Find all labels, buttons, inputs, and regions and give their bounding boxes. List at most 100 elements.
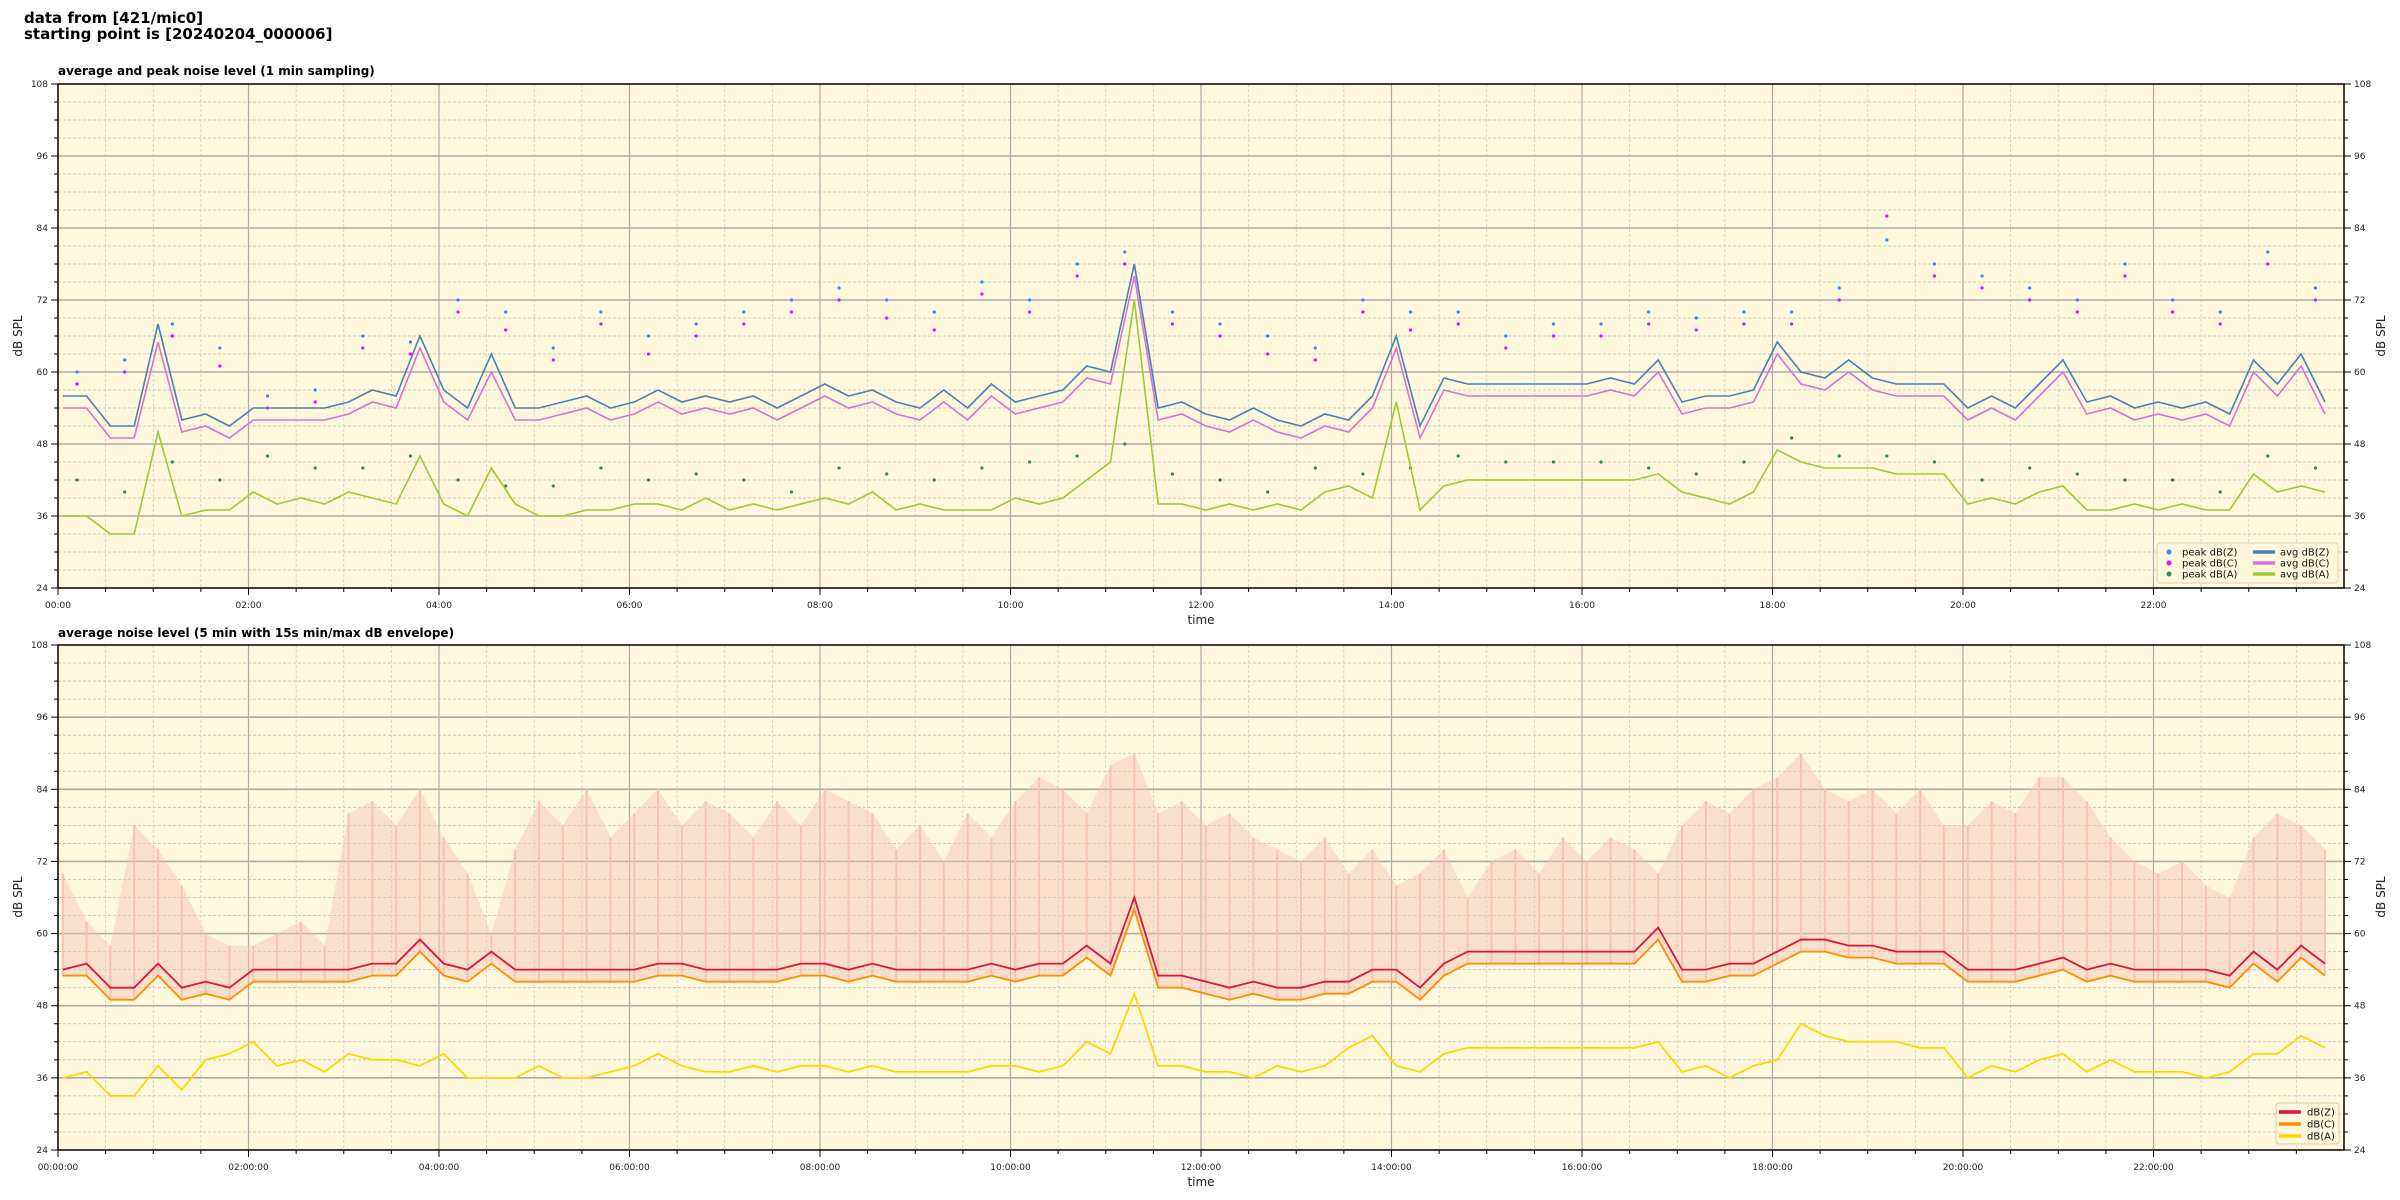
peak-point-peakdba (789, 490, 794, 494)
peak-point-peakdbz (694, 322, 698, 326)
top-x-tick-label: 04:00 (426, 601, 452, 611)
peak-point-peakdbz (742, 310, 746, 314)
bottom-y-tick-label-left: 108 (31, 641, 48, 651)
peak-point-peakdba (456, 478, 460, 482)
bottom-x-tick-label: 12:00:00 (1181, 1163, 1222, 1173)
peak-point-peakdbz (2266, 250, 2270, 254)
top-plot-area (57, 83, 2345, 589)
peak-point-peakdbz (2075, 298, 2079, 302)
peak-point-peakdbz (170, 322, 174, 326)
peak-point-peakdba (504, 484, 508, 488)
bottom-y-tick-label-left: 60 (37, 930, 49, 940)
peak-point-peakdbc (313, 400, 317, 404)
peak-point-peakdba (980, 466, 984, 470)
peak-point-peakdbz (1266, 334, 1270, 338)
peak-point-peakdba (2218, 490, 2222, 494)
peak-point-peakdba (1742, 460, 1746, 464)
top-y-tick-label-left: 48 (37, 440, 49, 450)
peak-point-peakdbc (1456, 322, 1460, 326)
peak-point-peakdbc (980, 292, 984, 296)
top-y-tick-label-left: 96 (37, 152, 49, 162)
top-x-tick-label: 16:00 (1569, 601, 1595, 611)
top-x-tick-label: 20:00 (1950, 601, 1976, 611)
bottom-y-tick-label-right: 108 (2354, 641, 2371, 651)
peak-point-peakdba (1456, 454, 1460, 458)
peak-point-peakdba (1170, 472, 1175, 476)
peak-point-peakdbc (1361, 310, 1365, 314)
peak-point-peakdba (1313, 466, 1317, 470)
bottom-chart: average noise level (5 min with 15s min/… (11, 626, 2388, 1189)
legend-label: avg dB(C) (2280, 559, 2330, 570)
bottom-y-tick-label-right: 48 (2354, 1002, 2366, 1012)
bottom-y-tick-label-left: 72 (37, 857, 48, 867)
top-x-tick-label: 12:00 (1188, 601, 1214, 611)
legend-marker-peakdbc (2166, 560, 2172, 566)
peak-point-peakdba (2123, 478, 2127, 482)
peak-point-peakdbc (1551, 334, 1556, 338)
top-y-tick-label-right: 84 (2354, 224, 2366, 234)
peak-point-peakdbc (2218, 322, 2222, 326)
peak-point-peakdbz (1218, 322, 1222, 326)
legend-label: peak dB(C) (2182, 559, 2238, 570)
peak-point-peakdbc (646, 352, 651, 356)
peak-point-peakdba (2075, 472, 2079, 476)
peak-point-peakdba (1551, 460, 1556, 464)
top-y-tick-label-left: 60 (37, 368, 49, 378)
peak-point-peakdbc (1837, 298, 1841, 302)
envelope-area (62, 753, 2325, 1000)
header-line-2: starting point is [20240204_000006] (24, 25, 332, 43)
peak-point-peakdbz (1551, 322, 1556, 326)
series-line-avgdbz (62, 263, 2326, 429)
peak-point-peakdba (646, 478, 651, 482)
top-legend: peak dB(Z)peak dB(C)peak dB(A)avg dB(Z)a… (2156, 542, 2339, 584)
peak-point-peakdba (837, 466, 841, 470)
bottom-x-axis-label: time (1187, 1175, 1214, 1189)
bottom-y-axis-label-left: dB SPL (11, 876, 25, 918)
peak-point-peakdbz (1408, 310, 1413, 314)
peak-point-peakdbc (2075, 310, 2079, 314)
legend-box (2156, 542, 2339, 584)
peak-point-peakdba (123, 490, 127, 494)
top-y-axis-label-right: dB SPL (2374, 315, 2388, 357)
bottom-y-tick-label-left: 84 (37, 785, 49, 795)
legend-label: dB(Z) (2307, 1108, 2335, 1119)
bottom-x-tick-label: 00:00:00 (38, 1163, 79, 1173)
peak-point-peakdbz (1980, 274, 1984, 278)
bottom-x-tick-label: 04:00:00 (419, 1163, 460, 1173)
bottom-chart-title: average noise level (5 min with 15s min/… (58, 626, 454, 640)
peak-point-peakdbz (2170, 298, 2175, 302)
peak-point-peakdbc (1694, 328, 1698, 332)
peak-point-peakdba (218, 478, 222, 482)
peak-point-peakdba (2170, 478, 2175, 482)
peak-point-peakdba (694, 472, 698, 476)
legend-marker-peakdba (2166, 571, 2172, 577)
top-y-tick-label-left: 72 (37, 296, 48, 306)
peak-point-peakdba (551, 484, 555, 488)
peak-point-peakdbc (837, 298, 841, 302)
peak-point-peakdbc (408, 352, 413, 356)
peak-point-peakdbz (408, 340, 413, 344)
top-x-tick-label: 18:00 (1760, 601, 1786, 611)
series-line-avgdbc (62, 275, 2326, 441)
top-y-axis-label-left: dB SPL (11, 315, 25, 357)
peak-point-peakdbz (1170, 310, 1175, 314)
series-line-dbc (62, 906, 2326, 1001)
legend-label: peak dB(A) (2182, 570, 2238, 581)
legend-label: dB(C) (2307, 1120, 2335, 1131)
series-line-dbz (62, 894, 2326, 989)
peak-point-peakdbc (1932, 274, 1937, 278)
peak-point-peakdbc (2266, 262, 2270, 266)
top-y-tick-label-left: 84 (37, 224, 49, 234)
bottom-plot-area (57, 644, 2345, 1151)
top-x-axis-label: time (1187, 613, 1214, 627)
bottom-y-tick-label-right: 96 (2354, 713, 2366, 723)
peak-point-peakdbc (1075, 274, 1079, 278)
bottom-y-tick-label-left: 48 (37, 1002, 49, 1012)
legend-label: avg dB(A) (2280, 570, 2330, 581)
peak-point-peakdba (1694, 472, 1698, 476)
series-line-dba (62, 991, 2326, 1097)
bottom-x-tick-label: 06:00:00 (609, 1163, 650, 1173)
peak-point-peakdbc (1218, 334, 1222, 338)
peak-point-peakdbz (361, 334, 365, 338)
